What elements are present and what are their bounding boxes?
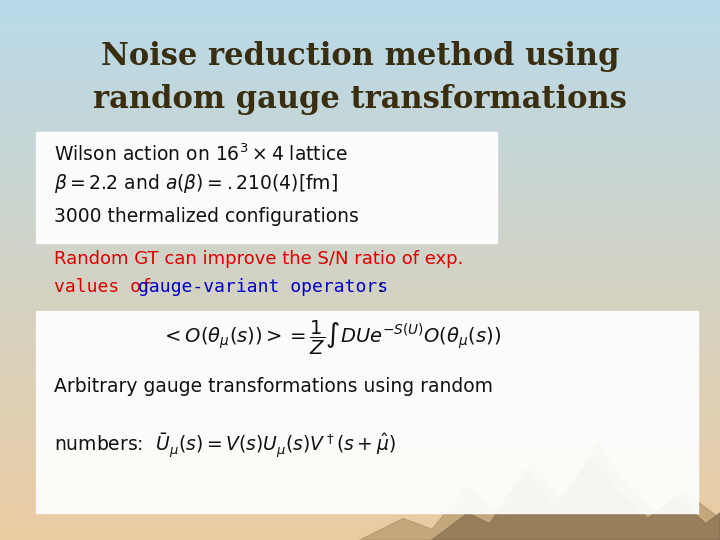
Polygon shape: [360, 443, 720, 540]
Text: Noise reduction method using: Noise reduction method using: [101, 41, 619, 72]
Text: gauge-variant operators: gauge-variant operators: [138, 278, 388, 296]
FancyBboxPatch shape: [36, 132, 497, 243]
Text: $\beta = 2.2$ and $a(\beta) = .210(4)$[fm]: $\beta = 2.2$ and $a(\beta) = .210(4)$[f…: [54, 172, 338, 195]
Text: Random GT can improve the S/N ratio of exp.: Random GT can improve the S/N ratio of e…: [54, 250, 464, 268]
Text: 3000 thermalized configurations: 3000 thermalized configurations: [54, 206, 359, 226]
FancyBboxPatch shape: [36, 310, 698, 513]
Text: :: :: [378, 278, 384, 296]
Text: values of: values of: [54, 278, 163, 296]
Text: Wilson action on $16^3 \times 4$ lattice: Wilson action on $16^3 \times 4$ lattice: [54, 143, 348, 165]
Text: Arbitrary gauge transformations using random: Arbitrary gauge transformations using ra…: [54, 376, 493, 396]
Text: numbers:  $\bar{U}_\mu(s) = V(s)U_\mu(s)V^\dagger(s + \hat{\mu})$: numbers: $\bar{U}_\mu(s) = V(s)U_\mu(s)V…: [54, 431, 396, 460]
Text: random gauge transformations: random gauge transformations: [93, 84, 627, 116]
Text: $< O(\theta_\mu(s)) > = \dfrac{1}{Z} \int DU e^{-S(U)} O(\theta_\mu(s))$: $< O(\theta_\mu(s)) > = \dfrac{1}{Z} \in…: [161, 319, 501, 356]
Polygon shape: [432, 459, 720, 540]
